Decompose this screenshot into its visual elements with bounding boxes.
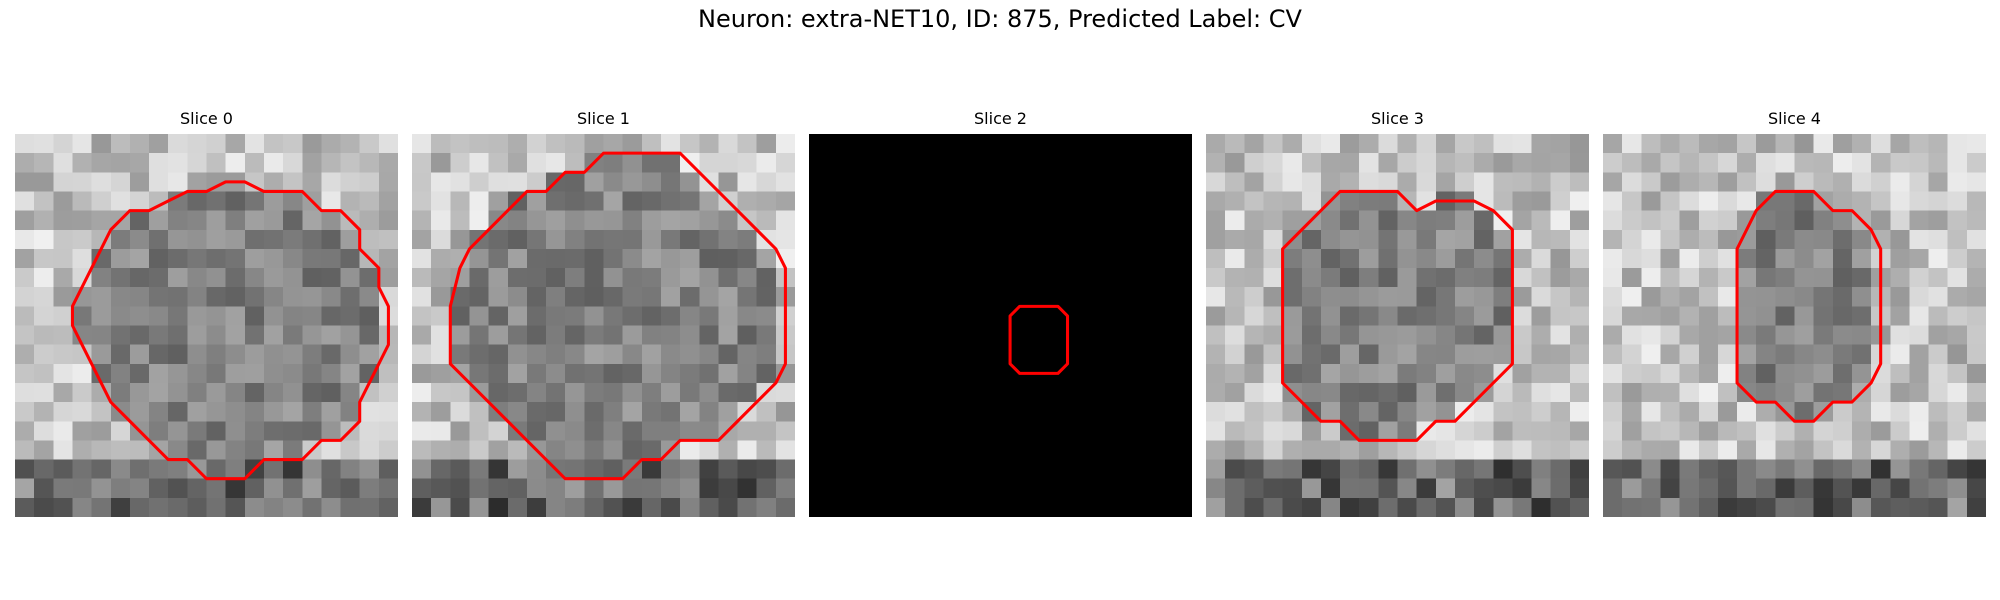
slice-panel-1: Slice 1: [412, 108, 795, 517]
slice-image: [15, 134, 398, 517]
contour-outline: [448, 151, 787, 481]
slice-panel-3: Slice 3: [1206, 108, 1589, 517]
slice-image: [1206, 134, 1589, 517]
figure-title: Neuron: extra-NET10, ID: 875, Predicted …: [698, 5, 1302, 33]
slice-panel-4: Slice 4: [1603, 108, 1986, 517]
contour-outline: [1008, 304, 1070, 375]
slice-title: Slice 4: [1768, 109, 1821, 128]
slice-title: Slice 0: [180, 109, 233, 128]
slice-panel-0: Slice 0: [15, 108, 398, 517]
slice-image: [1603, 134, 1986, 517]
contour-outline: [1735, 189, 1883, 423]
slice-title: Slice 1: [577, 109, 630, 128]
slice-title: Slice 2: [974, 109, 1027, 128]
slice-panel-2: Slice 2: [809, 108, 1192, 517]
slice-image: [809, 134, 1192, 517]
contour-outline: [70, 180, 390, 481]
slice-title: Slice 3: [1371, 109, 1424, 128]
slice-image: [412, 134, 795, 517]
contour-outline: [1281, 189, 1514, 442]
